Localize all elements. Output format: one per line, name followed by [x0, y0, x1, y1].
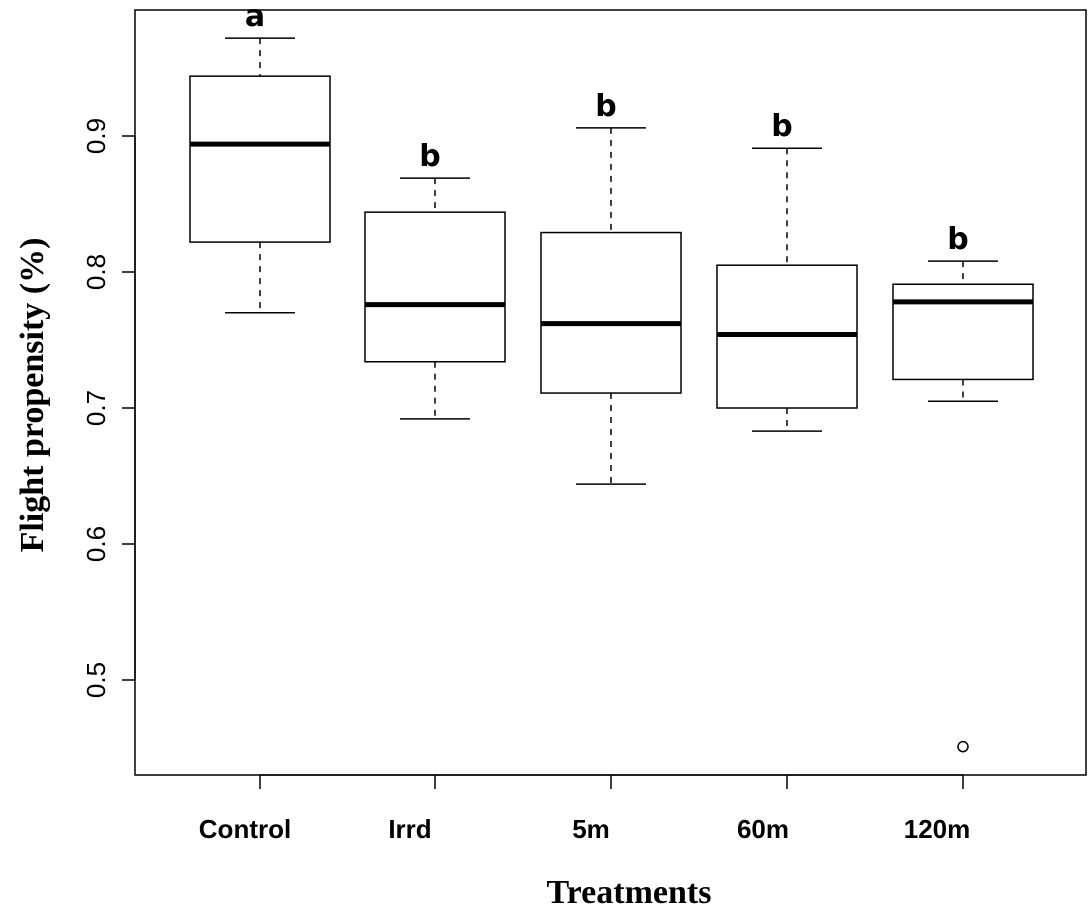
significance-letter: b	[947, 222, 968, 257]
x-tick-label: 60m	[737, 814, 789, 844]
y-tick-label: 0.8	[81, 254, 111, 290]
iqr-box	[540, 231, 682, 394]
significance-letter: b	[419, 139, 440, 174]
significance-letter: b	[595, 89, 616, 124]
y-tick-label: 0.5	[81, 662, 111, 698]
y-axis: 0.5 0.6 0.7 0.8 0.9	[81, 118, 136, 698]
y-tick-label: 0.7	[81, 390, 111, 426]
significance-letter: b	[771, 109, 792, 144]
y-axis-title: Flight propensity (%)	[14, 238, 51, 553]
box-60m: b	[716, 109, 858, 432]
boxes: a b b b b	[189, 0, 1034, 753]
x-tick-label: 5m	[572, 814, 610, 844]
x-axis: Control Irrd 5m 60m 120m	[199, 774, 971, 844]
box-5m: b	[540, 89, 682, 485]
box-120m: b	[892, 222, 1034, 753]
x-tick-label: 120m	[904, 814, 971, 844]
y-tick-label: 0.6	[81, 526, 111, 562]
x-tick-label: Irrd	[388, 814, 431, 844]
box-control: a	[189, 0, 331, 314]
box-irrd: b	[364, 139, 506, 420]
significance-letter: a	[245, 0, 265, 34]
outlier-point	[957, 740, 969, 753]
iqr-box	[364, 211, 506, 363]
y-tick-label: 0.9	[81, 118, 111, 154]
iqr-box	[892, 283, 1034, 381]
x-tick-label: Control	[199, 814, 291, 844]
x-axis-title: Treatments	[547, 874, 712, 907]
iqr-box	[189, 75, 331, 243]
